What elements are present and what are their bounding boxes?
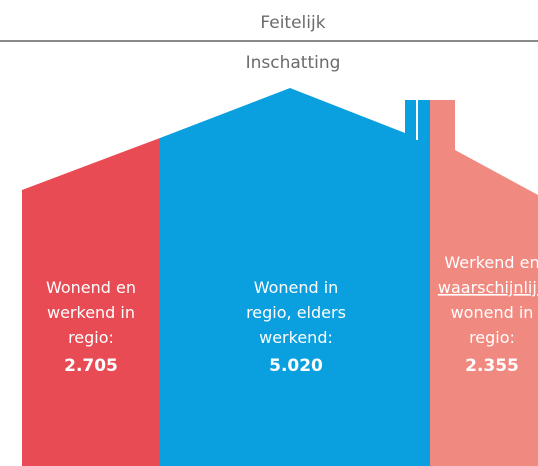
section-label: Wonend in <box>254 278 339 297</box>
section-value: 5.020 <box>269 356 323 376</box>
section-label: werkend: <box>259 328 333 347</box>
section-label: werkend in <box>47 303 135 322</box>
section-pink <box>430 100 538 466</box>
section-label: regio: <box>68 328 114 347</box>
section-value: 2.705 <box>64 356 118 376</box>
section-label: waarschijnlijk <box>438 278 538 297</box>
section-label: regio, elders <box>246 303 346 322</box>
section-label: Werkend en <box>444 253 538 272</box>
section-blue <box>160 88 430 466</box>
section-value: 2.355 <box>465 356 519 376</box>
section-label: regio: <box>469 328 515 347</box>
section-red <box>22 138 160 466</box>
header-estimate: Inschatting <box>246 53 341 73</box>
section-label: wonend in <box>451 303 534 322</box>
section-label: Wonend en <box>46 278 136 297</box>
header-actual: Feitelijk <box>260 13 325 33</box>
